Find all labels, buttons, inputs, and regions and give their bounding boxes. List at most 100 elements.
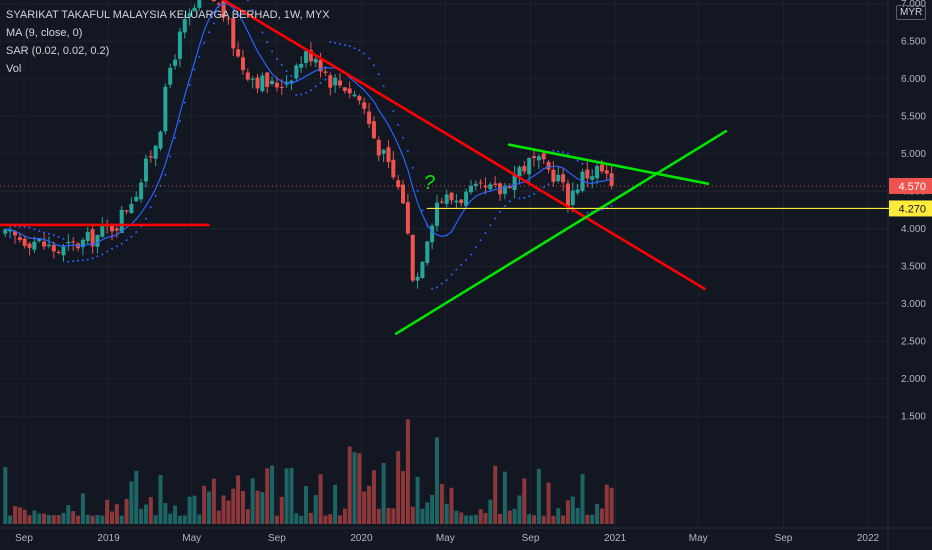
sar-dot <box>445 279 448 282</box>
sar-dot <box>169 155 172 158</box>
volume-bar <box>507 510 512 524</box>
volume-bar <box>371 470 376 524</box>
candle-body <box>425 241 430 263</box>
volume-bar <box>449 487 454 524</box>
sar-dot <box>474 246 477 249</box>
volume-bar <box>483 513 488 524</box>
sar-indicator-label[interactable]: SAR (0.02, 0.02, 0.2) <box>6 45 110 57</box>
volume-bar <box>405 419 410 524</box>
candle-body <box>236 49 241 57</box>
sar-dot <box>178 120 181 123</box>
sar-dot <box>455 268 458 271</box>
candle-body <box>197 0 202 8</box>
volume-bar <box>425 502 430 524</box>
volume-bar <box>541 515 546 524</box>
volume-bar <box>313 495 318 524</box>
candle-body <box>173 59 178 66</box>
volume-bar <box>551 515 556 524</box>
sar-dot <box>324 78 327 81</box>
candle-body <box>187 12 192 17</box>
currency-badge[interactable]: MYR <box>896 5 927 20</box>
candle-body <box>42 241 47 247</box>
volume-bar <box>415 476 420 524</box>
candle-body <box>478 182 483 184</box>
ma-indicator-label[interactable]: MA (9, close, 0) <box>6 27 83 39</box>
volume-bar <box>216 510 221 524</box>
x-tick-label: May <box>436 533 455 544</box>
triangle-top-line <box>507 143 710 185</box>
sar-dot <box>212 22 215 25</box>
volume-bar <box>245 509 250 524</box>
volume-bar <box>143 504 148 524</box>
volume-bar <box>575 507 580 524</box>
sar-dot <box>508 200 511 203</box>
y-tick-label: 2.000 <box>901 374 926 385</box>
candle-body <box>328 75 333 88</box>
candle-body <box>270 80 275 85</box>
volume-bar <box>439 483 444 524</box>
volume-bar <box>46 515 51 524</box>
moving-average-line <box>5 3 612 247</box>
candle-body <box>362 102 367 109</box>
volume-bar <box>187 496 192 524</box>
sar-dot <box>43 231 46 234</box>
volume-bar <box>308 512 313 524</box>
volume-bar <box>376 508 381 524</box>
sar-dot <box>523 196 526 199</box>
volume-bar <box>85 514 90 524</box>
volume-bar <box>279 496 284 524</box>
candle-body <box>415 276 420 281</box>
volume-bar <box>260 492 265 524</box>
sar-dot <box>416 189 419 192</box>
volume-bar <box>430 494 435 524</box>
candle-body <box>71 241 76 243</box>
candle-body <box>17 237 22 240</box>
candle-body <box>182 19 187 33</box>
sar-dot <box>208 31 211 34</box>
symbol-title[interactable]: SYARIKAT TAKAFUL MALAYSIA KELUARGA BERHA… <box>6 9 330 21</box>
candle-body <box>347 88 352 94</box>
sar-dot <box>397 123 400 126</box>
candle-body <box>279 86 284 88</box>
candle-body <box>323 71 328 73</box>
sar-dot <box>518 197 521 200</box>
candle-body <box>148 156 153 158</box>
candle-body <box>250 78 255 80</box>
volume-indicator-label[interactable]: Vol <box>6 63 22 75</box>
volume-bar <box>561 515 566 524</box>
candle-body <box>556 174 561 182</box>
candle-body <box>352 94 357 97</box>
candle-body <box>546 161 551 170</box>
candle-body <box>333 77 338 86</box>
sar-dot <box>33 228 36 231</box>
volume-bar <box>590 514 595 524</box>
volume-bar <box>148 497 153 524</box>
sar-dot <box>120 242 123 245</box>
sar-dot <box>334 42 337 45</box>
candle-body <box>158 131 163 149</box>
candle-body <box>464 191 469 206</box>
candle-body <box>100 226 105 237</box>
sar-dot <box>125 239 128 242</box>
volume-bar <box>517 495 522 524</box>
candle-body <box>595 166 600 179</box>
candle-body <box>444 194 449 204</box>
volume-bar <box>182 515 187 524</box>
sar-dot <box>319 81 322 84</box>
sar-dot <box>368 57 371 60</box>
candle-body <box>507 186 512 189</box>
candle-body <box>134 196 139 202</box>
volume-bar <box>362 491 367 524</box>
volume-bar <box>401 471 406 524</box>
sar-dot <box>9 236 12 239</box>
volume-bar <box>61 512 66 524</box>
volume-bar <box>76 515 81 524</box>
sar-dot <box>469 253 472 256</box>
candle-body <box>192 7 197 12</box>
sar-dot <box>610 204 613 207</box>
sar-dot <box>164 173 167 176</box>
candle-body <box>299 63 304 68</box>
candle-body <box>386 147 391 163</box>
volume-bar <box>454 510 459 524</box>
